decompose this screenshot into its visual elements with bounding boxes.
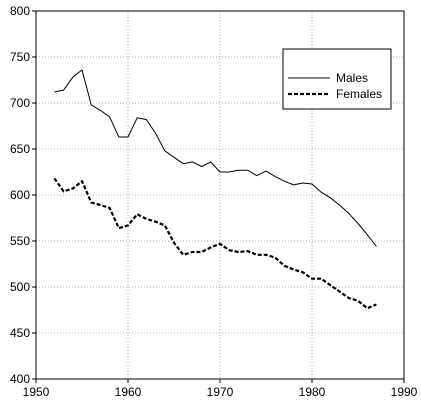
y-tick-label: 400 [10,372,30,386]
y-tick-label: 700 [10,96,30,110]
x-tick-label: 1970 [207,385,234,399]
x-tick-label: 1990 [391,385,418,399]
y-tick-label: 450 [10,326,30,340]
legend-label-females: Females [336,87,382,101]
grid [36,11,404,379]
legend-box [282,48,392,110]
y-tick-label: 800 [10,4,30,18]
legend: Males Females [282,48,392,110]
y-tick-label: 750 [10,50,30,64]
x-tick-label: 1980 [299,385,326,399]
series-line-females [53,177,377,310]
x-tick-label: 1960 [115,385,142,399]
legend-label-males: Males [336,71,368,85]
axis-ticks: 1950 1960 1970 1980 1990 400 450 500 550 600 650 70… [10,4,418,399]
x-tick-label: 1950 [23,385,50,399]
y-tick-label: 550 [10,234,30,248]
y-tick-label: 500 [10,280,30,294]
y-tick-label: 600 [10,188,30,202]
y-tick-label: 650 [10,142,30,156]
series-line-males [54,69,377,247]
series-lines [53,69,377,310]
